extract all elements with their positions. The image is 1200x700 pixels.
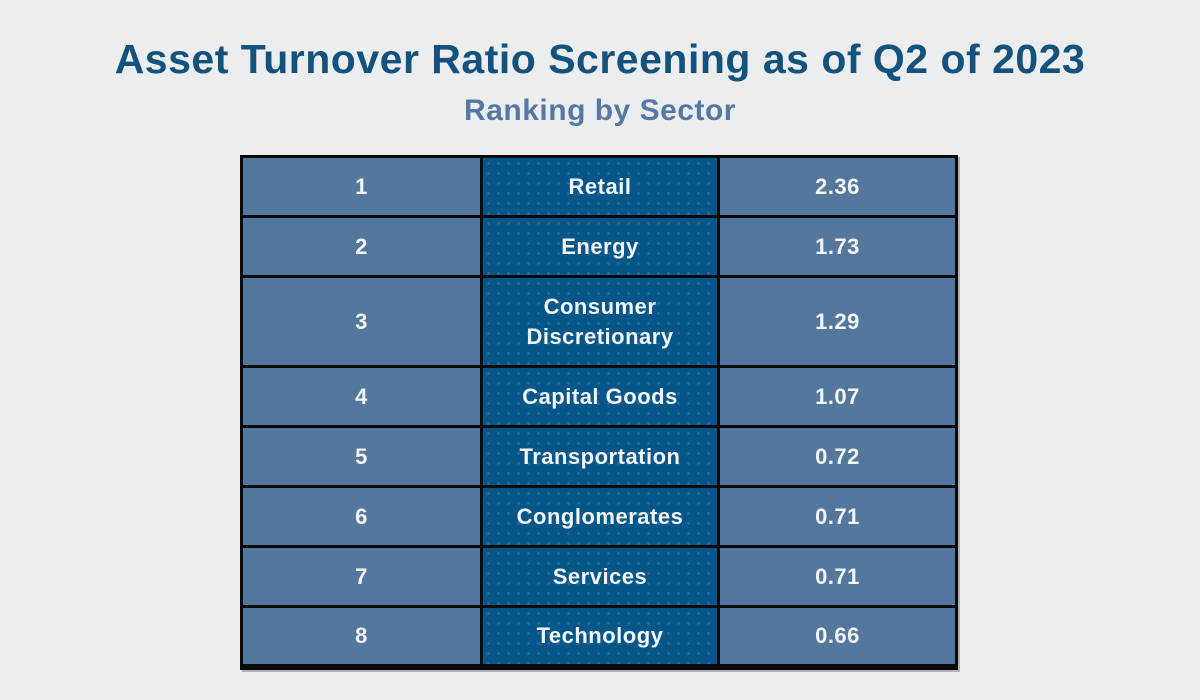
sector-cell: Energy: [480, 215, 720, 278]
sector-cell: Transportation: [480, 425, 720, 488]
table-row: 8 Technology 0.66: [240, 605, 958, 670]
rank-cell: 5: [240, 425, 483, 488]
rank-cell: 8: [240, 605, 483, 670]
sector-cell: Capital Goods: [480, 365, 720, 428]
table-row: 2 Energy 1.73: [240, 215, 958, 278]
sector-cell: Conglomerates: [480, 485, 720, 548]
ratio-cell: 0.66: [717, 605, 958, 670]
table-row: 3 Consumer Discretionary 1.29: [240, 275, 958, 368]
table-row: 7 Services 0.71: [240, 545, 958, 608]
ratio-cell: 0.71: [717, 545, 958, 608]
rank-cell: 2: [240, 215, 483, 278]
ratio-cell: 0.71: [717, 485, 958, 548]
ranking-table: 1 Retail 2.36 2 Energy 1.73 3 Consumer D…: [240, 155, 958, 670]
table-row: 1 Retail 2.36: [240, 155, 958, 218]
ratio-cell: 1.73: [717, 215, 958, 278]
table-row: 4 Capital Goods 1.07: [240, 365, 958, 428]
sector-cell: Retail: [480, 155, 720, 218]
rank-cell: 3: [240, 275, 483, 368]
ratio-cell: 1.07: [717, 365, 958, 428]
ranking-table-body: 1 Retail 2.36 2 Energy 1.73 3 Consumer D…: [240, 155, 958, 670]
sector-cell: Consumer Discretionary: [480, 275, 720, 368]
rank-cell: 1: [240, 155, 483, 218]
table-row: 5 Transportation 0.72: [240, 425, 958, 488]
table-row: 6 Conglomerates 0.71: [240, 485, 958, 548]
sector-cell: Technology: [480, 605, 720, 670]
ratio-cell: 1.29: [717, 275, 958, 368]
rank-cell: 4: [240, 365, 483, 428]
rank-cell: 6: [240, 485, 483, 548]
ratio-cell: 2.36: [717, 155, 958, 218]
rank-cell: 7: [240, 545, 483, 608]
page-title: Asset Turnover Ratio Screening as of Q2 …: [114, 36, 1086, 82]
ratio-cell: 0.72: [717, 425, 958, 488]
sector-cell: Services: [480, 545, 720, 608]
page-subtitle: Ranking by Sector: [464, 94, 736, 127]
